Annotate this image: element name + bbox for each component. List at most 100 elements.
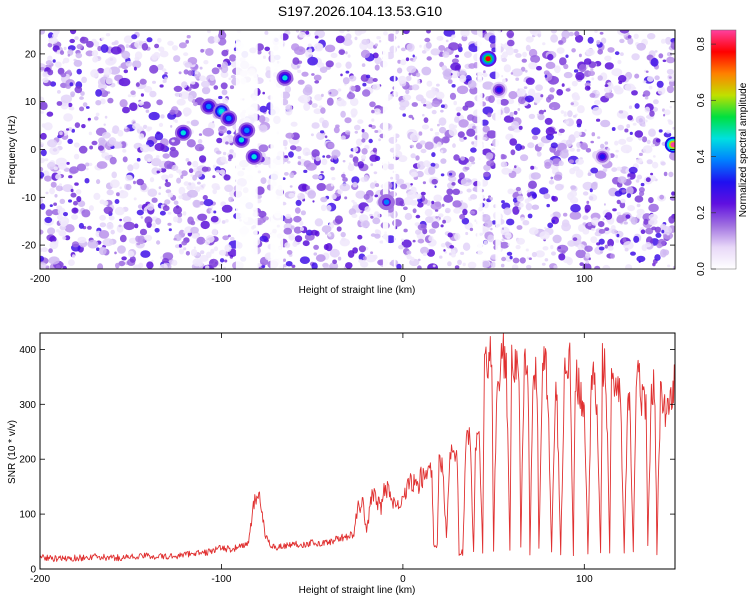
heatmap-speckle [545,61,556,69]
heatmap-speckle [172,45,178,51]
heatmap-speckle [428,235,434,242]
heatmap-speckle [462,208,468,216]
heatmap-speckle [374,229,380,234]
heatmap-speckle [40,157,45,164]
heatmap-speckle [413,56,418,60]
heatmap-speckle [284,85,291,93]
heatmap-speckle [157,37,162,43]
heatmap-speckle [577,105,585,114]
heatmap-speckle [297,79,305,85]
heatmap-speckle [412,54,415,58]
heatmap-speckle [141,43,149,51]
heatmap-speckle [666,52,673,57]
heatmap-speckle [507,188,514,195]
heatmap-speckle [93,192,101,200]
heatmap-speckle [512,197,518,203]
heatmap-speckle [321,93,324,97]
heatmap-speckle [420,246,429,255]
heatmap-speckle [430,48,441,56]
heatmap-speckle [208,121,216,130]
heatmap-speckle [291,264,296,268]
heatmap-speckle [531,127,541,136]
heatmap-speckle [655,232,662,238]
heatmap-speckle [440,150,444,153]
heatmap-speckle [582,181,594,191]
heatmap-speckle [425,42,432,49]
heatmap-speckle [526,256,530,260]
heatmap-speckle [336,97,345,107]
heatmap-speckle [103,67,113,76]
heatmap-speckle [417,202,424,208]
heatmap-speckle [645,119,648,123]
heatmap-speckle [330,183,334,187]
heatmap-speckle [521,89,526,93]
heatmap-speckle [362,256,367,261]
heatmap-speckle [582,263,592,269]
heatmap-speckle [314,218,324,227]
heatmap-speckle [371,118,375,122]
x-tick-label: 0 [400,274,406,285]
heatmap-speckle [311,73,315,76]
heatmap-speckle [576,142,581,148]
heatmap-speckle [652,262,656,267]
heatmap-speckle [68,102,73,108]
heatmap-speckle [220,82,228,90]
heatmap-speckle [600,37,607,44]
heatmap-speckle [158,186,162,190]
heatmap-speckle [542,246,549,251]
heatmap-speckle [82,102,88,107]
heatmap-speckle [466,162,472,168]
heatmap-speckle [340,73,343,77]
heatmap-speckle [374,56,382,65]
heatmap-speckle [482,125,490,133]
heatmap-speckle [181,81,188,88]
heatmap-speckle [159,50,169,58]
heatmap-speckle [53,202,57,206]
heatmap-speckle [203,199,214,207]
heatmap-speckle [108,215,115,221]
heatmap-speckle [455,106,463,112]
heatmap-speckle [73,59,83,67]
heatmap-speckle [515,244,521,250]
heatmap-speckle [403,206,408,211]
heatmap-speckle [56,101,63,106]
heatmap-speckle [140,216,144,219]
heatmap-speckle [79,36,89,44]
heatmap-speckle [531,251,538,258]
heatmap-speckle [500,161,508,168]
heatmap-speckle [484,219,493,228]
heatmap-speckle [621,113,626,118]
heatmap-speckle [598,246,605,251]
heatmap-speckle [563,111,567,115]
heatmap-speckle [201,166,209,172]
heatmap-speckle [428,166,436,175]
heatmap-speckle [362,89,371,97]
heatmap-speckle [403,228,408,233]
heatmap-speckle [47,42,53,48]
heatmap-speckle [70,188,74,193]
heatmap-speckle [77,200,86,207]
heatmap-speckle [415,193,422,200]
heatmap-speckle [474,219,477,222]
heatmap-y-axis-label: Frequency (Hz) [7,116,18,185]
heatmap-speckle [360,220,371,228]
heatmap-speckle [326,204,332,212]
heatmap-speckle [501,57,508,63]
heatmap-speckle [284,155,289,159]
heatmap-speckle [44,175,52,182]
heatmap-speckle [423,160,431,167]
heatmap-speckle [314,80,320,84]
heatmap-speckle [457,259,462,265]
heatmap-speckle [596,40,601,45]
heatmap-speckle [453,100,458,106]
heatmap-speckle [96,161,108,169]
heatmap-speckle [669,105,672,109]
heatmap-speckle [605,212,613,220]
heatmap-speckle [148,111,160,121]
heatmap-speckle [649,110,655,117]
heatmap-speckle [178,186,186,195]
heatmap-speckle [575,34,584,43]
x-tick-label: 100 [576,274,593,285]
heatmap-speckle [644,96,649,100]
heatmap-speckle [69,38,75,44]
